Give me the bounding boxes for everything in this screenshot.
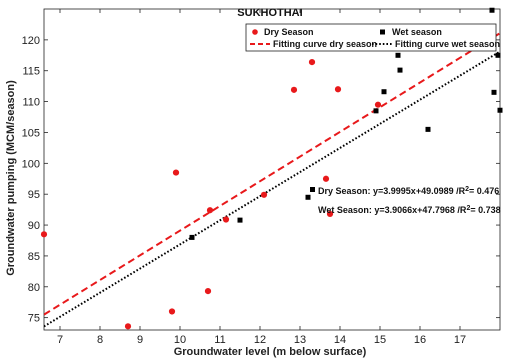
- dry-season-point: [334, 86, 342, 93]
- legend: Dry Season Wet season Fitting curve dry se…: [245, 23, 500, 52]
- x-tick-label: 16: [414, 334, 426, 346]
- wet-season-point: [373, 108, 379, 114]
- equation-marker: [310, 187, 315, 192]
- y-tick-label: 90: [28, 220, 40, 232]
- y-tick-label: 115: [22, 66, 40, 78]
- r2-value: = 0.476: [469, 186, 499, 196]
- dry-season-point: [168, 308, 176, 315]
- y-tick-label: 85: [28, 251, 40, 263]
- x-tick-label: 10: [174, 334, 186, 346]
- legend-dry-marker: [252, 29, 258, 35]
- x-tick-label: 9: [137, 334, 143, 346]
- wet-season-point: [189, 234, 195, 240]
- fit-lines: [44, 32, 500, 328]
- x-tick-label: 7: [57, 334, 63, 346]
- wet-season-point: [305, 194, 311, 200]
- wet-season-point: [495, 52, 501, 58]
- plot-area: [43, 8, 501, 331]
- y-tick-label: 110: [22, 97, 40, 109]
- wet-season-point: [425, 126, 431, 132]
- wet-season-point: [381, 89, 387, 95]
- wet-season-point: [497, 107, 503, 113]
- fit-line-dry: [44, 32, 500, 316]
- wet-season-point: [395, 52, 401, 58]
- wet-season-point: [397, 67, 403, 73]
- dry-season-point: [206, 207, 214, 214]
- wet-season-point: [491, 89, 497, 95]
- wet-season-point: [237, 217, 243, 223]
- equation-text: Dry Season: y=3.9995x+49.0989 /R: [318, 186, 466, 196]
- fit-equations: Dry Season: y=3.9995x+49.0989 /R2= 0.476…: [310, 186, 501, 216]
- x-tick-label: 13: [294, 334, 306, 346]
- fit-equation-wet: Wet Season: y=3.9066x+47.7968 /R2= 0.738: [318, 205, 501, 216]
- r2-value: = 0.738: [470, 205, 500, 215]
- equation-text: Wet Season: y=3.9066x+47.7968 /R: [318, 205, 467, 215]
- y-tick-label: 105: [22, 127, 40, 139]
- legend-box: [245, 23, 497, 52]
- legend-wet-marker: [380, 29, 385, 35]
- y-tick-label: 95: [28, 189, 40, 201]
- x-tick-label: 12: [254, 334, 266, 346]
- x-tick-label: 11: [214, 334, 225, 346]
- x-tick-label: 15: [374, 334, 386, 346]
- y-tick-label: 75: [28, 313, 40, 325]
- dry-season-point: [40, 231, 48, 238]
- wet-season-point: [489, 7, 495, 13]
- legend-wet-fit-label: Fitting curve wet season: [395, 39, 500, 49]
- dry-season-point: [204, 288, 212, 295]
- dry-season-point: [308, 58, 316, 66]
- dry-season-point: [326, 210, 334, 218]
- x-tick-label: 8: [97, 334, 103, 346]
- dry-season-point: [172, 169, 180, 176]
- data-points: [40, 7, 503, 330]
- axes: 7 8 9 10 11 12 13 14 15 16 17 75 80 85 90 95 100 105 110 11…: [22, 9, 500, 346]
- fit-equation-dry: Dry Season: y=3.9995x+49.0989 /R2= 0.476: [318, 186, 499, 197]
- x-axis-label: Groundwater level (m below surface): [174, 346, 367, 358]
- dry-season-point: [322, 175, 330, 182]
- plot-border: [43, 8, 501, 331]
- legend-wet-label: Wet season: [392, 27, 442, 37]
- y-tick-label: 100: [22, 158, 40, 170]
- dry-season-point: [290, 86, 298, 93]
- dry-season-point: [222, 216, 230, 223]
- x-tick-label: 14: [334, 334, 346, 346]
- dry-season-point: [124, 323, 132, 330]
- y-tick-label: 80: [28, 282, 40, 294]
- y-axis-label: Groundwater pumping (MCM/season): [5, 80, 17, 276]
- r2-superscript: 2: [465, 186, 469, 193]
- x-tick-label: 17: [454, 334, 466, 346]
- y-tick-label: 120: [22, 35, 40, 47]
- legend-dry-label: Dry Season: [264, 27, 314, 37]
- legend-dry-fit-label: Fitting curve dry season: [273, 39, 377, 49]
- fit-line-wet: [44, 50, 500, 328]
- chart-title: SUKHOTHAI: [237, 7, 302, 19]
- r2-superscript: 2: [466, 205, 470, 212]
- dry-season-point: [260, 191, 268, 198]
- dry-season-point: [374, 101, 382, 108]
